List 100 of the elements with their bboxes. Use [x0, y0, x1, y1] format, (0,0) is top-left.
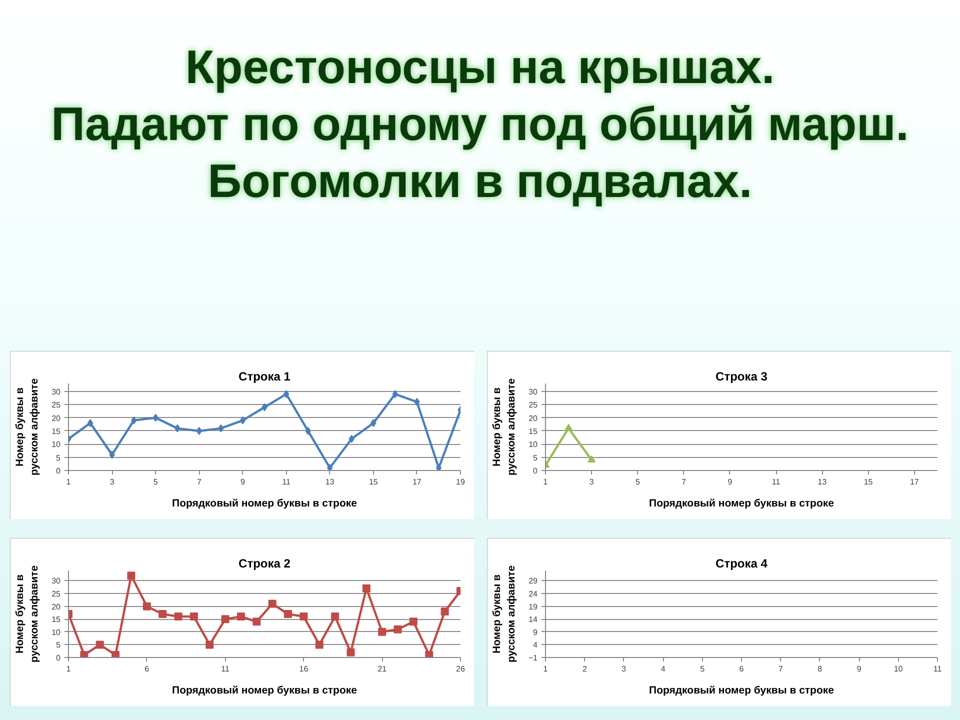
point [440, 607, 449, 616]
y-tick-label: 0 [56, 466, 62, 476]
y-tick-label: 0 [56, 654, 62, 662]
point [109, 450, 115, 459]
x-tick-label: 13 [325, 478, 335, 486]
y-tick-label: 19 [528, 602, 538, 612]
y-tick-label: −1 [528, 654, 538, 662]
point [414, 398, 420, 406]
point [240, 416, 246, 424]
point [305, 426, 311, 435]
point [252, 618, 261, 626]
y-tick-label: 15 [528, 426, 538, 436]
point [425, 650, 434, 658]
x-axis-title: Порядковый номер буквы в строке [172, 684, 358, 696]
point [190, 612, 198, 621]
y-axis-title: Номер буквы в русском алфавите [14, 565, 41, 663]
text: Крестоносцы на крышах. Падают по одному под общий марш. Богомолки в подвалах. [51, 39, 909, 209]
y-tick-label: 25 [52, 590, 62, 599]
y-tick-label: 29 [528, 576, 538, 586]
y-tick-label: 24 [528, 590, 538, 599]
y-tick-label: 10 [52, 628, 62, 637]
x-tick-label: 19 [456, 478, 466, 486]
point [331, 612, 340, 621]
point [378, 628, 386, 636]
point [362, 584, 370, 592]
x-tick-label: 1 [66, 478, 72, 486]
x-tick-label: 11 [221, 664, 230, 674]
point [142, 602, 151, 610]
point [221, 615, 230, 624]
y-tick-label: 9 [533, 628, 538, 637]
y-tick-label: 5 [56, 453, 62, 462]
x-tick-label: 2 [582, 664, 588, 674]
y-tick-label: 14 [528, 615, 538, 624]
x-tick-label: 11 [933, 664, 942, 674]
point [370, 419, 376, 428]
x-tick-label: 6 [739, 664, 744, 674]
x-tick-label: 11 [772, 478, 781, 486]
y-tick-label: 20 [52, 414, 62, 423]
x-tick-label: 15 [864, 478, 874, 486]
point [346, 648, 355, 656]
y-tick-label: 5 [56, 640, 62, 650]
x-tick-label: 9 [856, 664, 862, 674]
chart-title: Строка 1 [238, 370, 291, 384]
y-axis-title: Номер буквы в русском алфавите [14, 378, 41, 476]
y-tick-label: 25 [52, 400, 62, 410]
x-tick-label: 17 [910, 478, 920, 486]
y-tick-label: 4 [533, 640, 538, 650]
x-tick-label: 10 [894, 664, 904, 674]
x-tick-label: 7 [778, 664, 784, 674]
y-tick-label: 20 [52, 602, 62, 612]
point [300, 612, 308, 621]
point [112, 650, 120, 658]
y-tick-label: 15 [52, 426, 62, 436]
x-tick-label: 3 [589, 478, 594, 486]
point [394, 625, 402, 634]
x-tick-label: 3 [110, 478, 115, 486]
point [348, 434, 354, 443]
point [206, 640, 214, 649]
y-axis-title: Номер буквы в русском алфавите [490, 565, 518, 663]
x-tick-label: 9 [728, 478, 733, 486]
x-tick-label: 1 [66, 664, 72, 674]
x-tick-label: 1 [543, 478, 548, 486]
x-tick-label: 5 [636, 478, 641, 486]
y-tick-label: 10 [528, 440, 538, 450]
y-tick-label: 25 [528, 400, 538, 410]
x-tick-label: 15 [368, 478, 378, 486]
x-axis-title: Порядковый номер буквы в строке [649, 498, 834, 510]
x-tick-label: 9 [240, 478, 246, 486]
point [218, 424, 224, 432]
x-tick-label: 1 [543, 664, 548, 674]
point [262, 403, 268, 412]
x-tick-label: 11 [282, 478, 291, 486]
chart-title: Строка 3 [716, 370, 768, 384]
point [409, 618, 418, 626]
point [284, 610, 292, 618]
x-tick-label: 4 [660, 664, 666, 674]
point [158, 610, 167, 618]
x-tick-label: 21 [378, 664, 388, 674]
y-tick-label: 10 [52, 440, 62, 450]
point [131, 416, 137, 424]
x-tick-label: 17 [412, 478, 422, 486]
point [268, 600, 276, 608]
chart-title: Строка 2 [238, 556, 291, 570]
point [174, 612, 182, 621]
y-tick-label: 20 [528, 414, 538, 423]
point [80, 650, 88, 658]
y-tick-label: 5 [533, 453, 538, 462]
x-axis-title: Порядковый номер буквы в строке [649, 684, 834, 696]
point [315, 640, 324, 649]
y-tick-label: 30 [52, 387, 62, 396]
x-tick-label: 5 [153, 478, 158, 486]
point [236, 612, 245, 621]
x-tick-label: 26 [456, 664, 466, 674]
point [196, 426, 202, 435]
y-axis-title: Номер буквы в русском алфавите [491, 378, 518, 476]
x-tick-label: 3 [622, 664, 627, 674]
y-tick-label: 30 [528, 387, 538, 396]
x-tick-label: 5 [700, 664, 706, 674]
point [283, 390, 290, 398]
x-tick-label: 16 [299, 664, 309, 674]
